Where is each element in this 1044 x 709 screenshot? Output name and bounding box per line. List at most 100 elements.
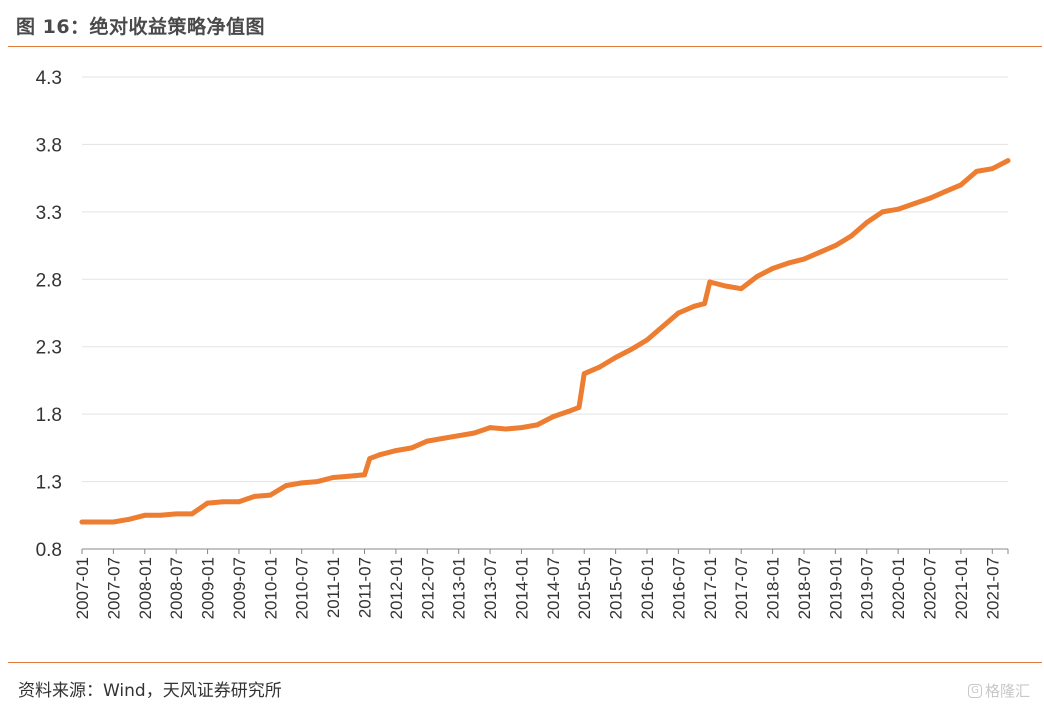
- data-point: [283, 483, 289, 488]
- data-point: [723, 283, 728, 289]
- x-tick-label: 2012-07: [418, 557, 437, 619]
- data-point: [236, 499, 242, 505]
- data-point: [989, 166, 995, 172]
- data-point: [613, 355, 618, 360]
- source-note: 资料来源：Wind，天风证券研究所: [18, 681, 282, 701]
- x-tick-label: 2015-01: [575, 557, 594, 619]
- data-point: [534, 422, 540, 428]
- data-point: [315, 479, 320, 484]
- data-point: [801, 256, 807, 262]
- data-point: [833, 243, 838, 249]
- data-point: [503, 426, 509, 432]
- x-tick-label: 2016-01: [638, 557, 657, 619]
- data-point: [770, 266, 775, 271]
- x-tick-label: 2009-07: [230, 557, 249, 619]
- data-point: [299, 480, 305, 486]
- x-tick-label: 2014-07: [544, 557, 563, 619]
- data-point: [848, 233, 854, 239]
- data-point: [895, 206, 901, 212]
- x-axis-ticks: 2007-01 2007-07 2008-01 2008-07 2009-01 2009-…: [73, 549, 1009, 619]
- x-tick-label: 2011-07: [356, 557, 375, 618]
- data-point: [927, 196, 932, 201]
- data-point: [362, 472, 367, 478]
- data-point: [79, 519, 85, 525]
- y-tick-label: 3.8: [36, 135, 62, 156]
- figure-title: 图 16：绝对收益策略净值图: [16, 16, 266, 38]
- data-point: [576, 405, 582, 410]
- data-point: [189, 511, 195, 517]
- data-point: [566, 409, 571, 414]
- x-tick-label: 2020-01: [889, 557, 908, 619]
- data-point: [864, 220, 870, 226]
- data-point: [691, 303, 697, 309]
- data-point: [702, 301, 707, 306]
- data-point: [644, 337, 650, 343]
- watermark-text: 格隆汇: [984, 682, 1030, 700]
- gelonghui-logo-icon: G: [967, 683, 982, 698]
- data-point: [519, 425, 524, 430]
- data-point: [628, 347, 634, 352]
- y-tick-label: 1.3: [36, 473, 62, 494]
- x-tick-label: 2013-01: [450, 557, 469, 619]
- data-point: [142, 512, 148, 518]
- data-point: [440, 436, 446, 441]
- source-rule: [8, 662, 1042, 663]
- data-point: [911, 201, 917, 207]
- data-point: [487, 425, 493, 430]
- data-point: [95, 519, 101, 525]
- x-tick-label: 2021-07: [983, 557, 1002, 619]
- x-tick-label: 2007-07: [104, 557, 123, 619]
- data-point: [1005, 158, 1011, 164]
- data-point: [377, 452, 383, 457]
- x-tick-label: 2009-01: [199, 557, 218, 619]
- gridlines: [82, 76, 1008, 483]
- title-underline: [8, 46, 1042, 47]
- x-tick-label: 2010-01: [261, 557, 280, 619]
- x-tick-label: 2012-01: [387, 557, 406, 619]
- data-point: [158, 512, 163, 518]
- data-point: [550, 414, 556, 420]
- data-point: [754, 274, 760, 279]
- data-point: [346, 473, 352, 479]
- data-point: [707, 279, 713, 285]
- y-axis-ticks: 0.8 1.3 1.8 2.3 2.8 3.3 3.8 4.3: [36, 68, 62, 561]
- x-tick-label: 2017-07: [732, 557, 751, 619]
- x-tick-label: 2013-07: [481, 557, 500, 619]
- data-point: [252, 494, 257, 499]
- data-point: [738, 286, 744, 292]
- data-point: [942, 189, 948, 195]
- x-tick-label: 2015-07: [607, 557, 626, 619]
- data-point: [676, 310, 681, 316]
- data-point: [958, 182, 964, 188]
- data-point: [111, 519, 116, 525]
- data-point: [220, 499, 226, 505]
- y-tick-label: 2.3: [36, 338, 62, 359]
- data-point: [205, 500, 211, 506]
- x-tick-label: 2018-01: [764, 557, 783, 619]
- x-tick-label: 2017-01: [701, 557, 720, 619]
- y-tick-label: 0.8: [36, 540, 62, 561]
- x-tick-label: 2008-07: [167, 557, 186, 619]
- x-tick-label: 2018-07: [795, 557, 814, 619]
- x-tick-label: 2010-07: [293, 557, 312, 619]
- y-tick-label: 4.3: [36, 68, 62, 89]
- data-point: [974, 169, 979, 174]
- data-point: [456, 433, 462, 439]
- data-point: [472, 430, 477, 436]
- x-tick-label: 2021-01: [952, 557, 971, 619]
- data-point: [393, 448, 399, 453]
- data-point: [173, 511, 179, 517]
- x-tick-label: 2019-01: [826, 557, 845, 619]
- watermark: G 格隆汇: [967, 680, 1030, 701]
- data-point: [660, 324, 666, 329]
- x-tick-label: 2014-01: [512, 557, 531, 619]
- data-point: [597, 364, 603, 370]
- data-point: [409, 445, 414, 451]
- data-point: [581, 371, 587, 377]
- x-tick-label: 2020-07: [921, 557, 940, 619]
- x-tick-label: 2011-01: [324, 557, 343, 618]
- series-layer: [79, 158, 1011, 525]
- data-point: [785, 260, 791, 266]
- y-tick-label: 1.8: [36, 405, 62, 426]
